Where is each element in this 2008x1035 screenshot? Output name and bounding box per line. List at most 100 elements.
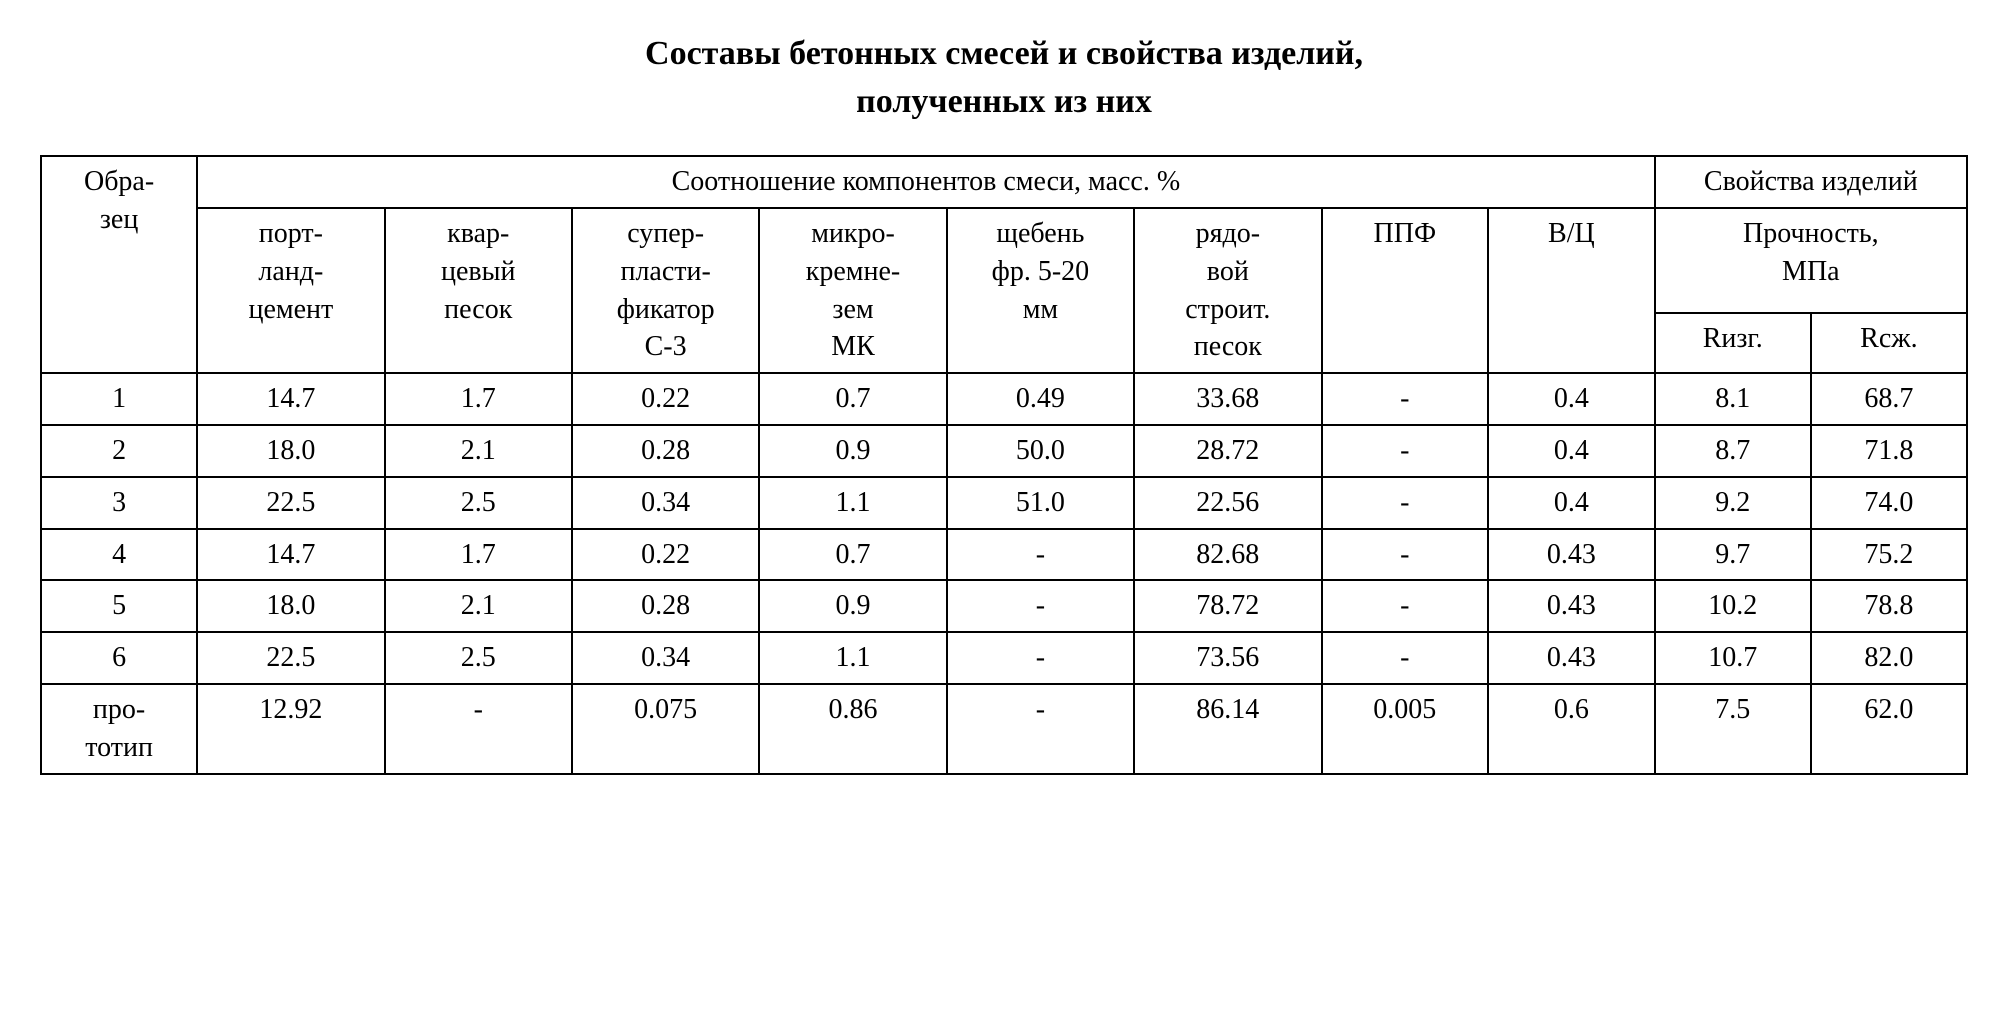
table-row: 114.71.70.220.70.4933.68-0.48.168.7	[41, 373, 1967, 425]
cell-sand: 86.14	[1134, 684, 1321, 774]
cell-micro: 0.9	[759, 580, 946, 632]
page-title: Составы бетонных смесей и свойства издел…	[40, 30, 1968, 125]
cell-ppf: 0.005	[1322, 684, 1489, 774]
cell-micro: 0.9	[759, 425, 946, 477]
cell-super: 0.22	[572, 373, 759, 425]
cell-quartz: 1.7	[385, 373, 572, 425]
cell-super: 0.28	[572, 580, 759, 632]
cell-portland: 14.7	[197, 529, 384, 581]
cell-rizg: 9.2	[1655, 477, 1811, 529]
cell-rcz: 82.0	[1811, 632, 1967, 684]
cell-sample: 4	[41, 529, 197, 581]
cell-quartz: 2.5	[385, 632, 572, 684]
cell-ppf: -	[1322, 425, 1489, 477]
cell-micro: 0.7	[759, 373, 946, 425]
cell-micro: 1.1	[759, 477, 946, 529]
cell-gravel: -	[947, 580, 1134, 632]
cell-gravel: -	[947, 529, 1134, 581]
cell-micro: 1.1	[759, 632, 946, 684]
cell-portland: 14.7	[197, 373, 384, 425]
table-row: про-тотип12.92-0.0750.86-86.140.0050.67.…	[41, 684, 1967, 774]
cell-ppf: -	[1322, 632, 1489, 684]
table-row: 322.52.50.341.151.022.56-0.49.274.0	[41, 477, 1967, 529]
cell-sample: 3	[41, 477, 197, 529]
cell-sample: 5	[41, 580, 197, 632]
header-super: супер-пласти-фикаторС-3	[572, 208, 759, 373]
header-portland: порт-ланд-цемент	[197, 208, 384, 373]
cell-super: 0.28	[572, 425, 759, 477]
header-micro: микро-кремне-земМК	[759, 208, 946, 373]
cell-gravel: 51.0	[947, 477, 1134, 529]
header-ratio: Соотношение компонентов смеси, масс. %	[197, 156, 1655, 208]
cell-portland: 22.5	[197, 477, 384, 529]
header-gravel: щебеньфр. 5-20мм	[947, 208, 1134, 373]
cell-rizg: 9.7	[1655, 529, 1811, 581]
cell-vc: 0.43	[1488, 632, 1655, 684]
cell-ppf: -	[1322, 580, 1489, 632]
cell-vc: 0.43	[1488, 580, 1655, 632]
cell-rcz: 75.2	[1811, 529, 1967, 581]
header-vc: В/Ц	[1488, 208, 1655, 373]
cell-vc: 0.43	[1488, 529, 1655, 581]
cell-sand: 33.68	[1134, 373, 1321, 425]
header-rizg: Rизг.	[1655, 313, 1811, 374]
cell-rizg: 8.1	[1655, 373, 1811, 425]
cell-rizg: 8.7	[1655, 425, 1811, 477]
cell-sand: 73.56	[1134, 632, 1321, 684]
header-row-2: порт-ланд-цемент квар-цевыйпесок супер-п…	[41, 208, 1967, 313]
header-properties: Свойства изделий	[1655, 156, 1967, 208]
table-row: 414.71.70.220.7-82.68-0.439.775.2	[41, 529, 1967, 581]
cell-sample: про-тотип	[41, 684, 197, 774]
cell-rcz: 71.8	[1811, 425, 1967, 477]
cell-rcz: 68.7	[1811, 373, 1967, 425]
header-quartz: квар-цевыйпесок	[385, 208, 572, 373]
concrete-mix-table: Обра-зец Соотношение компонентов смеси, …	[40, 155, 1968, 774]
cell-super: 0.34	[572, 632, 759, 684]
cell-quartz: -	[385, 684, 572, 774]
cell-vc: 0.6	[1488, 684, 1655, 774]
cell-quartz: 2.5	[385, 477, 572, 529]
cell-gravel: 50.0	[947, 425, 1134, 477]
cell-quartz: 2.1	[385, 580, 572, 632]
cell-sample: 1	[41, 373, 197, 425]
header-row-1: Обра-зец Соотношение компонентов смеси, …	[41, 156, 1967, 208]
cell-gravel: -	[947, 632, 1134, 684]
cell-sand: 22.56	[1134, 477, 1321, 529]
cell-super: 0.075	[572, 684, 759, 774]
cell-portland: 18.0	[197, 580, 384, 632]
cell-ppf: -	[1322, 373, 1489, 425]
header-sample: Обра-зец	[41, 156, 197, 373]
table-row: 218.02.10.280.950.028.72-0.48.771.8	[41, 425, 1967, 477]
table-row: 518.02.10.280.9-78.72-0.4310.278.8	[41, 580, 1967, 632]
cell-ppf: -	[1322, 529, 1489, 581]
header-ppf: ППФ	[1322, 208, 1489, 373]
table-row: 622.52.50.341.1-73.56-0.4310.782.0	[41, 632, 1967, 684]
cell-gravel: -	[947, 684, 1134, 774]
cell-micro: 0.86	[759, 684, 946, 774]
header-strength: Прочность,МПа	[1655, 208, 1967, 313]
cell-rizg: 7.5	[1655, 684, 1811, 774]
cell-sand: 82.68	[1134, 529, 1321, 581]
cell-sample: 6	[41, 632, 197, 684]
title-line-1: Составы бетонных смесей и свойства издел…	[645, 35, 1363, 72]
cell-rcz: 78.8	[1811, 580, 1967, 632]
cell-vc: 0.4	[1488, 425, 1655, 477]
cell-rcz: 74.0	[1811, 477, 1967, 529]
cell-sand: 78.72	[1134, 580, 1321, 632]
header-sand: рядо-войстроит.песок	[1134, 208, 1321, 373]
cell-rizg: 10.2	[1655, 580, 1811, 632]
cell-quartz: 1.7	[385, 529, 572, 581]
cell-micro: 0.7	[759, 529, 946, 581]
title-line-2: полученных из них	[856, 83, 1152, 120]
cell-ppf: -	[1322, 477, 1489, 529]
table-body: 114.71.70.220.70.4933.68-0.48.168.7218.0…	[41, 373, 1967, 773]
cell-rcz: 62.0	[1811, 684, 1967, 774]
cell-vc: 0.4	[1488, 373, 1655, 425]
cell-portland: 18.0	[197, 425, 384, 477]
cell-super: 0.22	[572, 529, 759, 581]
cell-super: 0.34	[572, 477, 759, 529]
cell-rizg: 10.7	[1655, 632, 1811, 684]
cell-gravel: 0.49	[947, 373, 1134, 425]
cell-sample: 2	[41, 425, 197, 477]
cell-portland: 22.5	[197, 632, 384, 684]
